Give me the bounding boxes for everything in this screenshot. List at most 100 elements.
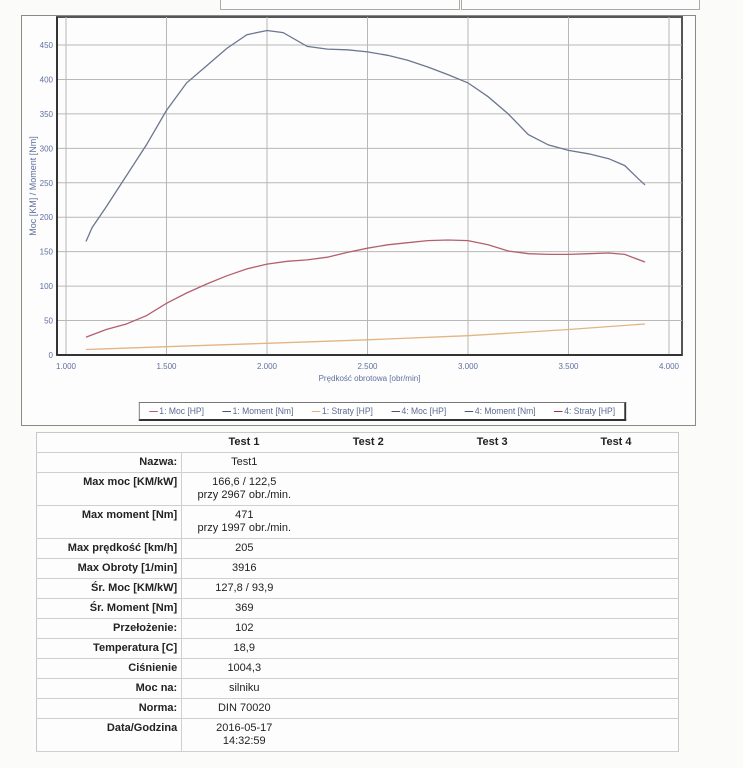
y-tick-label: 50 bbox=[44, 317, 53, 326]
data-point bbox=[246, 34, 248, 36]
data-point bbox=[548, 144, 549, 146]
data-point bbox=[146, 144, 147, 146]
data-point bbox=[347, 251, 348, 253]
data-point bbox=[206, 283, 208, 285]
test-3-value bbox=[430, 658, 555, 679]
test-1-value: 205 bbox=[181, 538, 307, 559]
value-line-1: Test1 bbox=[231, 456, 258, 468]
value-line-2: przy 1997 obr./min. bbox=[197, 522, 292, 534]
test-2-value bbox=[306, 452, 431, 473]
data-point bbox=[427, 240, 429, 242]
row-label: Max moc [KM/kW] bbox=[36, 472, 183, 506]
data-point bbox=[568, 254, 569, 255]
y-tick-label: 450 bbox=[40, 41, 54, 50]
data-point bbox=[507, 113, 509, 115]
test-2-value bbox=[306, 618, 431, 639]
row-label: Max Obroty [1/min] bbox=[36, 558, 183, 579]
test-4-value bbox=[554, 598, 679, 619]
row-label: Moc na: bbox=[36, 678, 183, 699]
x-tick-label: 2.500 bbox=[357, 362, 378, 371]
data-point bbox=[608, 252, 610, 254]
value-line-2: 14:32:59 bbox=[222, 735, 266, 747]
legend-swatch bbox=[464, 410, 473, 412]
legend-item: 4: Moment [Nm] bbox=[464, 406, 536, 416]
data-point bbox=[367, 247, 368, 249]
data-point bbox=[548, 254, 549, 255]
data-point bbox=[644, 184, 646, 186]
value-line-1: 369 bbox=[235, 602, 254, 614]
y-axis-label: Moc [KM] / Moment [Nm] bbox=[28, 136, 38, 236]
row-label: Temperatura [C] bbox=[36, 638, 183, 659]
data-point bbox=[387, 244, 388, 246]
test-3-value bbox=[430, 538, 555, 559]
test-3-value bbox=[430, 578, 555, 599]
value-line-1: 1004,3 bbox=[227, 662, 262, 674]
data-point bbox=[105, 329, 107, 330]
data-point bbox=[367, 339, 368, 341]
row-label: Max prędkość [km/h] bbox=[36, 538, 183, 559]
data-point bbox=[266, 30, 268, 31]
header-test-1: Test 1 bbox=[181, 432, 307, 453]
test-1-value: DIN 70020 bbox=[181, 698, 307, 719]
test-1-value: 166,6 / 122,5 przy 2967 obr./min. bbox=[181, 472, 307, 506]
test-2-value bbox=[306, 698, 431, 719]
table-row: Nazwa: Test1 bbox=[36, 452, 679, 473]
test-1-value: 18,9 bbox=[181, 638, 307, 659]
row-label: Przełożenie: bbox=[36, 618, 183, 639]
row-label: Max moment [Nm] bbox=[36, 505, 183, 539]
legend-label: 1: Moc [HP] bbox=[159, 406, 204, 416]
data-point bbox=[568, 150, 569, 151]
table-row: Śr. Moc [KM/kW] 127,8 / 93,9 bbox=[36, 578, 679, 599]
test-4-value bbox=[554, 638, 679, 659]
test-2-value bbox=[306, 558, 431, 579]
test-3-value bbox=[430, 505, 555, 539]
data-point bbox=[246, 268, 248, 270]
header-test-2: Test 2 bbox=[306, 432, 431, 453]
table-row: Temperatura [C] 18,9 bbox=[36, 638, 679, 659]
test-2-value bbox=[306, 678, 431, 699]
legend-swatch bbox=[553, 410, 563, 412]
header-test-3: Test 3 bbox=[430, 432, 555, 453]
data-point bbox=[326, 256, 328, 258]
legend-item: 1: Moc [HP] bbox=[148, 406, 204, 416]
legend-item: 1: Straty [HP] bbox=[311, 406, 373, 416]
data-point bbox=[507, 250, 509, 252]
x-axis-label: Prędkość obrotowa [obr/min] bbox=[319, 374, 421, 383]
test-1-value: 369 bbox=[181, 598, 307, 619]
data-point bbox=[447, 74, 449, 76]
data-point bbox=[568, 329, 569, 330]
y-tick-label: 250 bbox=[40, 179, 54, 188]
data-point bbox=[226, 48, 228, 49]
data-point bbox=[85, 336, 87, 338]
dyno-chart: 0 50 100 150 200 250 300 350 400 450 1.000 1.500 2.0… bbox=[28, 16, 683, 383]
legend-swatch bbox=[148, 410, 158, 412]
test-4-value bbox=[554, 578, 679, 599]
value-line-1: 18,9 bbox=[233, 642, 255, 654]
value-line-1: 3916 bbox=[232, 562, 257, 574]
row-label: Śr. Moc [KM/kW] bbox=[36, 578, 183, 599]
test-2-value bbox=[306, 472, 431, 506]
data-point bbox=[644, 323, 646, 325]
row-label: Data/Godzina bbox=[36, 718, 183, 752]
test-3-value bbox=[430, 618, 555, 639]
value-line-2: przy 2967 obr./min. bbox=[197, 489, 292, 501]
data-point bbox=[487, 96, 489, 98]
header-box-left bbox=[220, 0, 460, 10]
test-4-value bbox=[554, 658, 679, 679]
test-3-value bbox=[430, 718, 555, 752]
data-point bbox=[206, 65, 208, 67]
data-point bbox=[286, 260, 288, 262]
data-point bbox=[347, 49, 348, 51]
data-point bbox=[467, 82, 469, 84]
data-point bbox=[367, 51, 368, 53]
x-tick-label: 3.000 bbox=[458, 362, 479, 371]
test-4-value bbox=[554, 558, 679, 579]
data-point bbox=[266, 342, 268, 344]
data-point bbox=[166, 110, 167, 111]
value-line-1: 205 bbox=[235, 542, 254, 554]
legend-swatch bbox=[222, 410, 231, 412]
test-2-value bbox=[306, 718, 431, 752]
test-1-value: Test1 bbox=[181, 452, 307, 473]
test-4-value bbox=[554, 618, 679, 639]
x-tick-label: 2.000 bbox=[257, 362, 278, 371]
